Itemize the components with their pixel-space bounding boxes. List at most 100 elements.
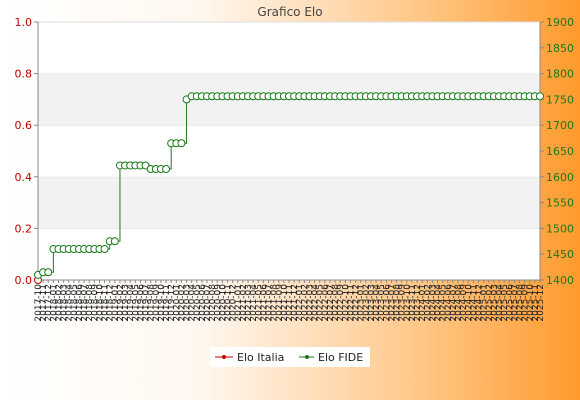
x-tick-label: 2024-11	[469, 284, 479, 322]
legend-label-elo-fide: Elo FIDE	[318, 351, 363, 364]
x-tick-label: 2018-07	[80, 284, 90, 322]
x-tick-label: 2025-06	[505, 284, 515, 322]
x-tick-label: 2022-11	[346, 284, 356, 322]
x-tick-label: 2025-07	[510, 284, 520, 322]
x-tick-label: 2025-04	[495, 284, 505, 322]
x-tick-label: 2018-01	[49, 284, 59, 322]
x-tick-label: 2023-10	[403, 284, 413, 322]
data-point-elo-fide	[177, 139, 186, 148]
x-tick-label: 2023-07	[387, 284, 397, 322]
x-tick-label: 2024-03	[428, 284, 438, 322]
x-tick-label: 2024-08	[454, 284, 464, 322]
x-tick-label: 2020-01	[172, 284, 182, 322]
x-tick-label: 2023-08	[393, 284, 403, 322]
x-tick-label: 2021-07	[265, 284, 275, 322]
x-tick-label: 2023-04	[372, 284, 382, 322]
x-tick-label: 2020-04	[188, 284, 198, 322]
x-tick-label: 2022-09	[336, 284, 346, 322]
x-axis-ticks: 2017-102017-112017-122018-012018-022018-…	[34, 280, 546, 322]
x-tick-label: 2025-01	[480, 284, 490, 322]
x-tick-label: 2017-11	[39, 284, 49, 322]
left-tick-label: 0.2	[15, 222, 33, 235]
right-tick-label: 1550	[546, 197, 574, 210]
right-tick-label: 1400	[546, 274, 574, 287]
x-tick-label: 2025-03	[490, 284, 500, 322]
x-tick-label: 2019-01	[111, 284, 121, 322]
right-tick-label: 1650	[546, 145, 574, 158]
x-tick-label: 2020-10	[218, 284, 228, 322]
x-tick-label: 2023-06	[382, 284, 392, 322]
x-tick-label: 2020-05	[193, 284, 203, 322]
x-tick-label: 2024-06	[444, 284, 454, 322]
right-tick-label: 1700	[546, 119, 574, 132]
x-tick-label: 2023-05	[377, 284, 387, 322]
x-tick-label: 2022-01	[295, 284, 305, 322]
legend-item-elo-fide: Elo FIDE	[299, 351, 363, 364]
x-tick-label: 2019-12	[167, 284, 177, 322]
x-tick-label: 2024-01	[418, 284, 428, 322]
x-tick-label: 2021-09	[275, 284, 285, 322]
x-tick-label: 2025-09	[521, 284, 531, 322]
x-tick-label: 2019-11	[162, 284, 172, 322]
x-tick-label: 2019-04	[126, 284, 136, 322]
x-tick-label: 2022-02	[300, 284, 310, 322]
x-tick-label: 2018-03	[60, 284, 70, 322]
x-tick-label: 2025-10	[526, 284, 536, 322]
x-tick-label: 2022-07	[326, 284, 336, 322]
x-tick-label: 2018-06	[75, 284, 85, 322]
grid-band	[38, 22, 540, 74]
x-tick-label: 2021-12	[290, 284, 300, 322]
x-tick-label: 2023-03	[367, 284, 377, 322]
x-tick-label: 2023-01	[357, 284, 367, 322]
left-tick-label: 0.0	[15, 274, 33, 287]
x-tick-label: 2024-05	[439, 284, 449, 322]
x-tick-label: 2022-10	[341, 284, 351, 322]
right-tick-label: 1500	[546, 222, 574, 235]
series-elo-fide	[34, 92, 544, 279]
right-tick-label: 1850	[546, 42, 574, 55]
x-tick-label: 2020-03	[183, 284, 193, 322]
x-tick-label: 2020-12	[229, 284, 239, 322]
x-tick-label: 2023-09	[398, 284, 408, 322]
x-tick-label: 2019-08	[147, 284, 157, 322]
x-tick-label: 2021-08	[270, 284, 280, 322]
left-tick-label: 0.8	[15, 68, 33, 81]
left-axis-ticks: 0.0 0.2 0.4 0.6 0.8 1.0	[15, 16, 38, 287]
x-tick-label: 2023-02	[362, 284, 372, 322]
right-tick-label: 1600	[546, 171, 574, 184]
x-tick-label: 2022-08	[331, 284, 341, 322]
x-tick-label: 2024-02	[423, 284, 433, 322]
x-tick-label: 2024-07	[449, 284, 459, 322]
x-tick-label: 2021-03	[244, 284, 254, 322]
x-tick-label: 2022-05	[316, 284, 326, 322]
x-tick-label: 2024-10	[464, 284, 474, 322]
left-tick-label: 0.4	[15, 171, 33, 184]
x-tick-label: 2023-12	[413, 284, 423, 322]
grid-band	[38, 176, 540, 229]
x-tick-label: 2019-03	[121, 284, 131, 322]
x-tick-label: 2025-11	[531, 284, 541, 322]
x-tick-label: 2021-06	[259, 284, 269, 322]
x-tick-label: 2019-06	[136, 284, 146, 322]
x-tick-label: 2017-12	[44, 284, 54, 322]
right-tick-label: 1800	[546, 68, 574, 81]
x-tick-label: 2018-09	[90, 284, 100, 322]
x-tick-label: 2018-05	[70, 284, 80, 322]
x-tick-label: 2019-09	[152, 284, 162, 322]
x-tick-label: 2019-10	[157, 284, 167, 322]
x-tick-label: 2024-09	[459, 284, 469, 322]
x-tick-label: 2018-11	[101, 284, 111, 322]
x-tick-label: 2021-10	[280, 284, 290, 322]
x-tick-label: 2020-02	[177, 284, 187, 322]
right-tick-label: 1450	[546, 248, 574, 261]
x-tick-label: 2025-05	[500, 284, 510, 322]
x-tick-label: 2022-04	[311, 284, 321, 322]
x-tick-label: 2021-02	[239, 284, 249, 322]
legend-item-elo-italia: Elo Italia	[215, 351, 284, 364]
x-tick-label: 2018-12	[106, 284, 116, 322]
legend: Elo Italia Elo FIDE	[210, 347, 370, 367]
x-tick-label: 2018-10	[95, 284, 105, 322]
legend-swatch-marker	[305, 355, 309, 359]
x-tick-label: 2025-08	[516, 284, 526, 322]
